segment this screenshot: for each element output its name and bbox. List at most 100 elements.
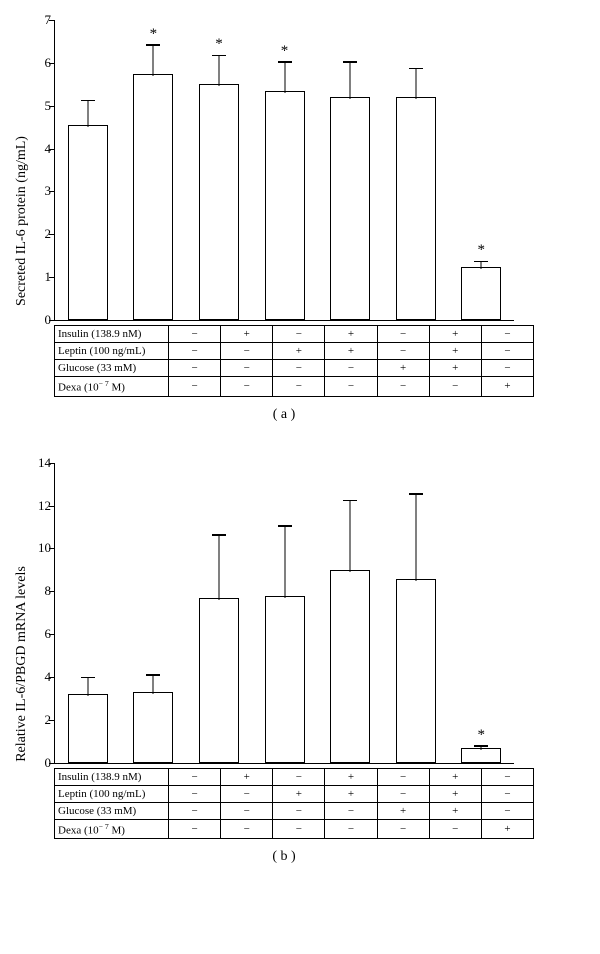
condition-cell: − <box>273 768 325 785</box>
condition-row-label: Dexa (10− 7 M) <box>55 377 169 397</box>
condition-row-label: Leptin (100 ng/mL) <box>55 785 169 802</box>
bar <box>461 748 501 763</box>
conditions-table: Insulin (138.9 nM)−+−+−+−Leptin (100 ng/… <box>54 768 534 840</box>
condition-row-label: Insulin (138.9 nM) <box>55 768 169 785</box>
condition-cell: − <box>169 785 221 802</box>
error-bar <box>481 747 482 750</box>
y-tick-label: 2 <box>33 712 51 728</box>
bar <box>265 91 305 320</box>
bar-column <box>383 579 449 763</box>
significance-marker: * <box>281 43 289 60</box>
condition-cell: − <box>169 802 221 819</box>
y-tick-label: 3 <box>33 183 51 199</box>
condition-cell: + <box>325 785 377 802</box>
condition-cell: − <box>221 819 273 839</box>
error-bar <box>284 63 285 93</box>
error-cap <box>81 677 95 679</box>
condition-cell: + <box>429 802 481 819</box>
condition-cell: − <box>169 768 221 785</box>
bar <box>396 97 436 320</box>
error-cap <box>278 525 292 527</box>
condition-cell: − <box>273 819 325 839</box>
bar <box>133 74 173 320</box>
condition-cell: − <box>273 326 325 343</box>
axes: 02468101214* <box>54 463 514 764</box>
condition-row-label: Dexa (10− 7 M) <box>55 819 169 839</box>
condition-cell: + <box>377 360 429 377</box>
y-tick-label: 4 <box>33 669 51 685</box>
error-bar <box>350 501 351 572</box>
condition-cell: − <box>377 326 429 343</box>
condition-cell: + <box>429 785 481 802</box>
condition-cell: − <box>221 785 273 802</box>
condition-cell: − <box>481 360 533 377</box>
y-tick-label: 4 <box>33 141 51 157</box>
condition-cell: + <box>429 343 481 360</box>
bar-column: * <box>252 91 318 320</box>
bar <box>199 598 239 763</box>
condition-cell: + <box>273 785 325 802</box>
error-bar <box>284 527 285 598</box>
condition-cell: − <box>221 343 273 360</box>
error-cap <box>212 534 226 536</box>
condition-cell: + <box>429 326 481 343</box>
error-bar <box>87 101 88 127</box>
bar <box>133 692 173 763</box>
y-tick-label: 6 <box>33 626 51 642</box>
condition-cell: − <box>169 326 221 343</box>
condition-cell: − <box>169 360 221 377</box>
significance-marker: * <box>215 36 223 53</box>
bar <box>330 570 370 763</box>
y-tick-label: 12 <box>33 498 51 514</box>
error-cap <box>474 261 488 263</box>
condition-cell: + <box>221 326 273 343</box>
condition-cell: − <box>481 326 533 343</box>
condition-cell: + <box>481 819 533 839</box>
condition-cell: − <box>221 377 273 397</box>
error-bar <box>87 678 88 696</box>
y-tick-label: 6 <box>33 55 51 71</box>
bar-column <box>55 694 121 762</box>
condition-cell: + <box>273 343 325 360</box>
error-cap <box>343 500 357 502</box>
y-tick-label: 2 <box>33 226 51 242</box>
condition-cell: − <box>429 377 481 397</box>
condition-cell: + <box>325 326 377 343</box>
condition-cell: + <box>429 768 481 785</box>
condition-cell: − <box>169 819 221 839</box>
bar <box>330 97 370 320</box>
bar <box>68 694 108 762</box>
condition-cell: − <box>377 768 429 785</box>
bar-column <box>383 97 449 320</box>
y-tick-label: 8 <box>33 583 51 599</box>
y-tick-label: 1 <box>33 269 51 285</box>
error-cap <box>81 100 95 102</box>
error-bar <box>218 536 219 600</box>
bar-column: * <box>448 267 514 320</box>
bar-column <box>55 125 121 320</box>
bar-column <box>317 570 383 763</box>
condition-cell: − <box>481 768 533 785</box>
error-bar <box>153 676 154 694</box>
condition-cell: − <box>273 360 325 377</box>
condition-cell: − <box>481 785 533 802</box>
bar <box>199 84 239 320</box>
condition-cell: − <box>273 377 325 397</box>
y-tick-label: 0 <box>33 755 51 771</box>
error-bar <box>481 262 482 268</box>
error-bar <box>415 495 416 581</box>
y-tick-label: 5 <box>33 98 51 114</box>
condition-cell: − <box>377 343 429 360</box>
condition-cell: − <box>377 377 429 397</box>
significance-marker: * <box>478 242 486 259</box>
y-axis-label: Relative IL-6/PBGD mRNA levels <box>14 566 30 762</box>
condition-cell: − <box>377 785 429 802</box>
condition-cell: − <box>169 377 221 397</box>
chart-panel: Secreted IL-6 protein (ng/mL)01234567***… <box>10 20 590 423</box>
error-cap <box>409 68 423 70</box>
bar-column <box>252 596 318 763</box>
condition-cell: − <box>221 802 273 819</box>
bar-column <box>186 598 252 763</box>
condition-cell: − <box>325 802 377 819</box>
error-cap <box>212 55 226 57</box>
